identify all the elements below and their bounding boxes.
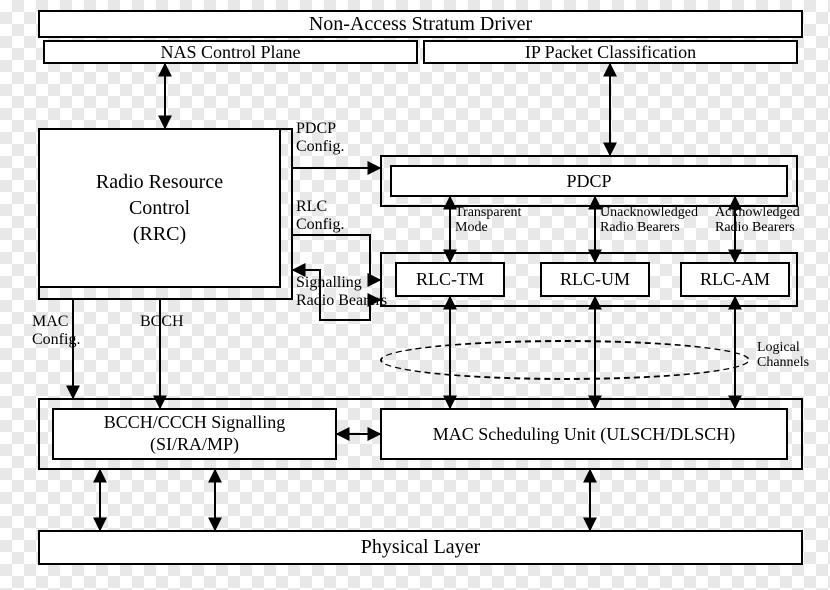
rlc-tm-box: RLC-TM (395, 262, 505, 297)
mac-config-label: MAC Config. (32, 313, 80, 348)
rrc-label-2: Control (129, 195, 190, 221)
ip-class-label: IP Packet Classification (525, 42, 696, 63)
pdcp-config-label: PDCP Config. (296, 120, 344, 155)
rrc-label-3: (RRC) (133, 221, 186, 247)
rlc-tm-label: RLC-TM (416, 269, 484, 290)
rlc-am-box: RLC-AM (680, 262, 790, 297)
mac-sched-box: MAC Scheduling Unit (ULSCH/DLSCH) (380, 408, 788, 460)
tm-label: Transparent Mode (455, 205, 521, 236)
pdcp-box: PDCP (390, 165, 788, 197)
pdcp-label: PDCP (566, 171, 611, 192)
ip-class-box: IP Packet Classification (423, 40, 798, 64)
phy-box: Physical Layer (38, 530, 803, 565)
rlc-am-label: RLC-AM (700, 269, 770, 290)
bcch-edge-label: BCCH (140, 313, 184, 331)
um-label: Unacknowledged Radio Bearers (600, 205, 698, 236)
phy-label: Physical Layer (361, 536, 480, 559)
mac-sched-label: MAC Scheduling Unit (ULSCH/DLSCH) (433, 424, 736, 445)
nas-driver-box: Non-Access Stratum Driver (38, 10, 803, 38)
rrc-label-1: Radio Resource (96, 169, 223, 195)
nas-control-label: NAS Control Plane (160, 42, 300, 63)
nas-control-box: NAS Control Plane (43, 40, 418, 64)
rlc-um-label: RLC-UM (560, 269, 630, 290)
logical-channels-label: Logical Channels (757, 340, 809, 371)
rlc-um-box: RLC-UM (540, 262, 650, 297)
bcch-box: BCCH/CCCH Signalling (SI/RA/MP) (52, 408, 337, 460)
nas-driver-label: Non-Access Stratum Driver (309, 13, 532, 36)
srb-label: Signalling Radio Bearers (296, 274, 387, 309)
am-label: Acknowledged Radio Bearers (715, 205, 800, 236)
bcch-label-1: BCCH/CCCH Signalling (104, 412, 286, 434)
logical-channels-ellipse (380, 340, 750, 380)
rrc-box: Radio Resource Control (RRC) (38, 128, 281, 288)
bcch-label-2: (SI/RA/MP) (150, 434, 239, 456)
rlc-config-label: RLC Config. (296, 198, 344, 233)
